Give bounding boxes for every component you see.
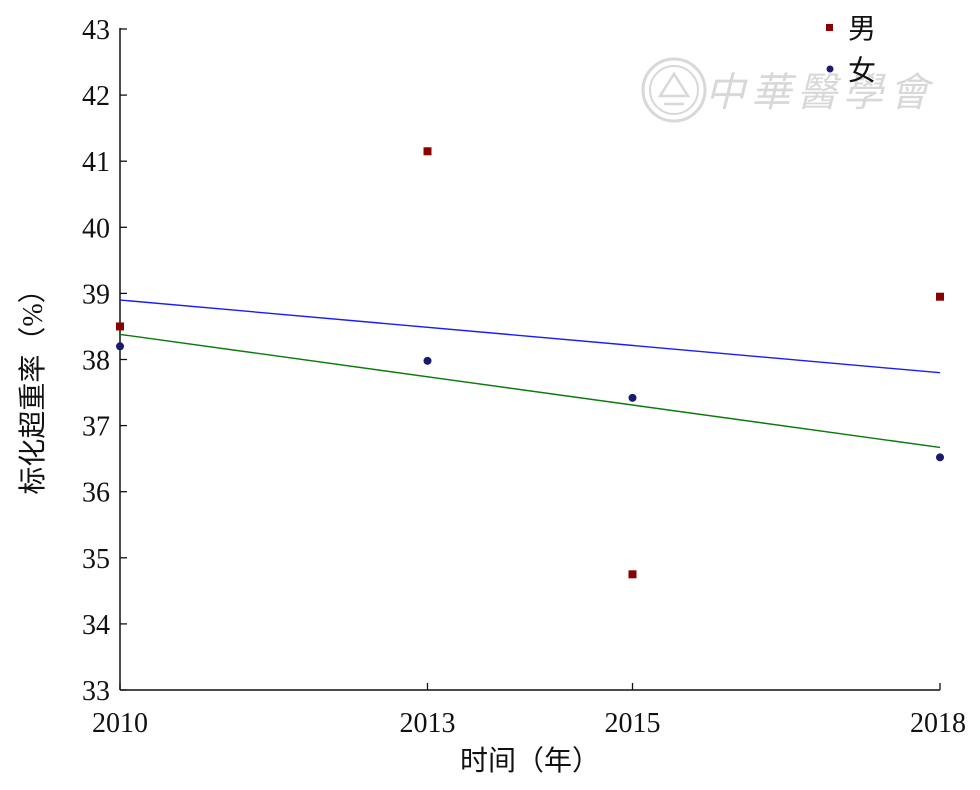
watermark-seal-icon (641, 57, 707, 123)
watermark-text: 中華醫學會 (705, 70, 935, 115)
x-tick-label: 2015 (605, 708, 661, 739)
point-series-2 (423, 356, 432, 365)
y-tick-label: 40 (82, 213, 110, 244)
trend-line-series-1 (119, 299, 941, 374)
point-series-1 (423, 147, 432, 156)
point-series-2 (628, 393, 637, 402)
point-series-2 (116, 342, 124, 351)
y-tick-label: 35 (82, 544, 110, 575)
y-tick-label: 41 (82, 147, 110, 178)
legend-label-series-1: 男 (848, 14, 876, 45)
point-series-1 (628, 570, 637, 579)
axes: 33 34 35 36 37 38 39 40 41 42 43 2010 2013 2015 2018 时间… (17, 15, 966, 777)
point-series-1 (936, 292, 944, 301)
y-tick-label: 38 (82, 346, 110, 377)
y-tick-label: 34 (82, 610, 110, 641)
point-series-2 (936, 453, 944, 462)
legend-marker-series-2 (826, 65, 834, 73)
x-axis-title: 时间（年） (460, 745, 600, 777)
trend-lines (119, 299, 941, 449)
y-tick-label: 33 (82, 676, 110, 707)
y-tick-label: 42 (82, 81, 110, 112)
x-tick-label: 2010 (92, 708, 148, 739)
legend-marker-series-1 (826, 24, 833, 31)
y-tick-label: 36 (82, 478, 110, 509)
y-tick-label: 39 (82, 279, 110, 310)
y-tick-label: 37 (82, 412, 110, 443)
y-tick-label: 43 (82, 15, 110, 46)
watermark: 中華醫學會 (641, 57, 935, 123)
legend: 男女 (826, 14, 876, 87)
y-axis-title: 标化超重率（%） (17, 275, 49, 494)
point-series-1 (116, 322, 124, 331)
legend-label-series-2: 女 (848, 55, 876, 87)
x-tick-label: 2013 (400, 708, 456, 739)
x-tick-label: 2018 (910, 708, 966, 739)
trend-line-series-2 (119, 333, 941, 449)
data-points (116, 147, 944, 579)
